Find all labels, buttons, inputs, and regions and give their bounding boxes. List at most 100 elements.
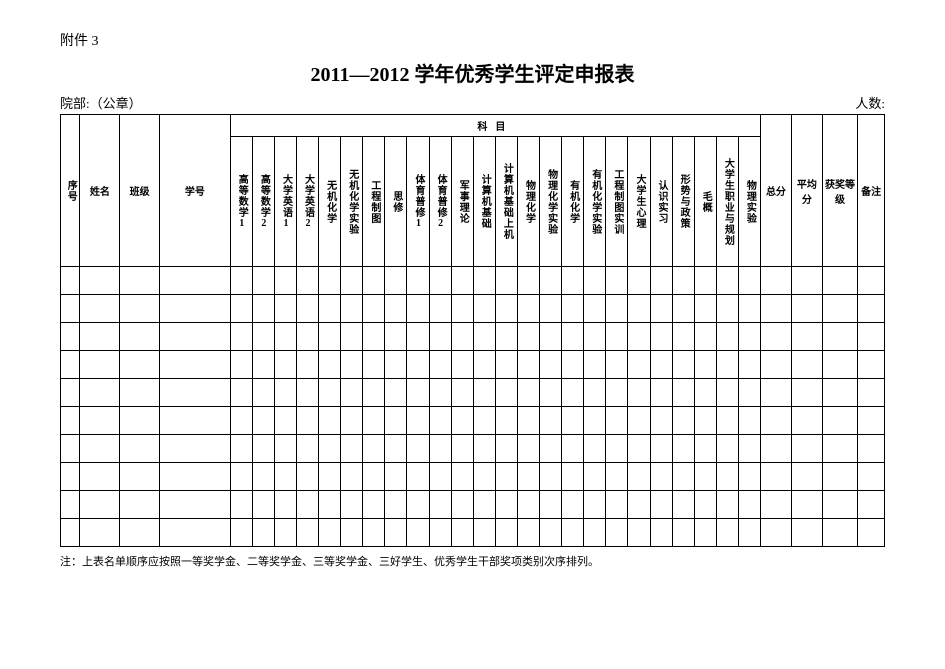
table-cell <box>822 351 857 379</box>
table-cell <box>517 463 539 491</box>
header-subject: 计算机基础上机 <box>495 137 517 267</box>
table-cell <box>606 323 628 351</box>
table-cell <box>429 519 451 547</box>
header-subject: 物理化学实验 <box>540 137 562 267</box>
table-cell <box>160 323 231 351</box>
table-cell <box>540 435 562 463</box>
table-cell <box>760 435 791 463</box>
table-cell <box>252 435 274 463</box>
table-cell <box>650 491 672 519</box>
table-cell <box>385 491 407 519</box>
table-row <box>61 351 885 379</box>
table-cell <box>319 407 341 435</box>
table-cell <box>694 491 716 519</box>
table-cell <box>274 519 296 547</box>
table-row <box>61 463 885 491</box>
header-subject: 计算机基础 <box>473 137 495 267</box>
header-subject: 高等数学2 <box>252 137 274 267</box>
table-cell <box>297 351 319 379</box>
table-cell <box>274 491 296 519</box>
table-cell <box>858 323 885 351</box>
table-cell <box>760 351 791 379</box>
table-cell <box>822 267 857 295</box>
table-cell <box>473 407 495 435</box>
table-cell <box>61 295 80 323</box>
table-cell <box>341 519 363 547</box>
table-cell <box>385 323 407 351</box>
table-cell <box>120 491 160 519</box>
table-cell <box>495 323 517 351</box>
table-cell <box>429 379 451 407</box>
table-cell <box>650 323 672 351</box>
table-cell <box>517 351 539 379</box>
table-cell <box>274 267 296 295</box>
table-cell <box>517 379 539 407</box>
table-cell <box>407 435 429 463</box>
header-subject: 大学生职业与规划 <box>716 137 738 267</box>
table-cell <box>562 435 584 463</box>
table-cell <box>120 379 160 407</box>
header-subject: 形势与政策 <box>672 137 694 267</box>
table-cell <box>407 351 429 379</box>
table-cell <box>650 351 672 379</box>
header-subject: 物理化学 <box>517 137 539 267</box>
table-cell <box>160 463 231 491</box>
table-cell <box>858 407 885 435</box>
table-cell <box>628 491 650 519</box>
table-cell <box>738 407 760 435</box>
table-cell <box>80 267 120 295</box>
table-cell <box>230 491 252 519</box>
table-cell <box>385 351 407 379</box>
header-subject: 无机化学 <box>319 137 341 267</box>
header-subject: 无机化学实验 <box>341 137 363 267</box>
table-cell <box>297 463 319 491</box>
table-cell <box>540 519 562 547</box>
table-cell <box>363 407 385 435</box>
table-cell <box>791 491 822 519</box>
table-cell <box>562 407 584 435</box>
table-cell <box>716 267 738 295</box>
attachment-label: 附件 3 <box>60 30 885 50</box>
table-cell <box>540 351 562 379</box>
table-cell <box>760 407 791 435</box>
table-cell <box>473 435 495 463</box>
table-cell <box>606 267 628 295</box>
table-cell <box>160 491 231 519</box>
table-cell <box>230 351 252 379</box>
table-cell <box>363 435 385 463</box>
table-cell <box>274 407 296 435</box>
table-cell <box>650 295 672 323</box>
header-sid: 学号 <box>160 115 231 267</box>
table-cell <box>694 463 716 491</box>
table-cell <box>61 407 80 435</box>
table-cell <box>791 323 822 351</box>
table-cell <box>716 379 738 407</box>
table-cell <box>473 519 495 547</box>
header-subject: 大学英语2 <box>297 137 319 267</box>
table-cell <box>716 519 738 547</box>
table-cell <box>252 323 274 351</box>
table-cell <box>716 323 738 351</box>
table-cell <box>628 463 650 491</box>
table-cell <box>650 435 672 463</box>
table-cell <box>341 267 363 295</box>
table-cell <box>61 491 80 519</box>
table-cell <box>517 435 539 463</box>
table-cell <box>451 435 473 463</box>
table-cell <box>363 491 385 519</box>
table-row <box>61 407 885 435</box>
meta-row: 院部:（公章） 人数: <box>60 93 885 112</box>
table-row <box>61 519 885 547</box>
table-cell <box>495 267 517 295</box>
table-cell <box>606 407 628 435</box>
table-cell <box>120 295 160 323</box>
table-cell <box>120 519 160 547</box>
table-cell <box>822 379 857 407</box>
header-subject: 有机化学 <box>562 137 584 267</box>
table-cell <box>319 351 341 379</box>
table-cell <box>650 519 672 547</box>
table-cell <box>606 435 628 463</box>
table-cell <box>385 435 407 463</box>
table-cell <box>319 323 341 351</box>
table-cell <box>80 407 120 435</box>
